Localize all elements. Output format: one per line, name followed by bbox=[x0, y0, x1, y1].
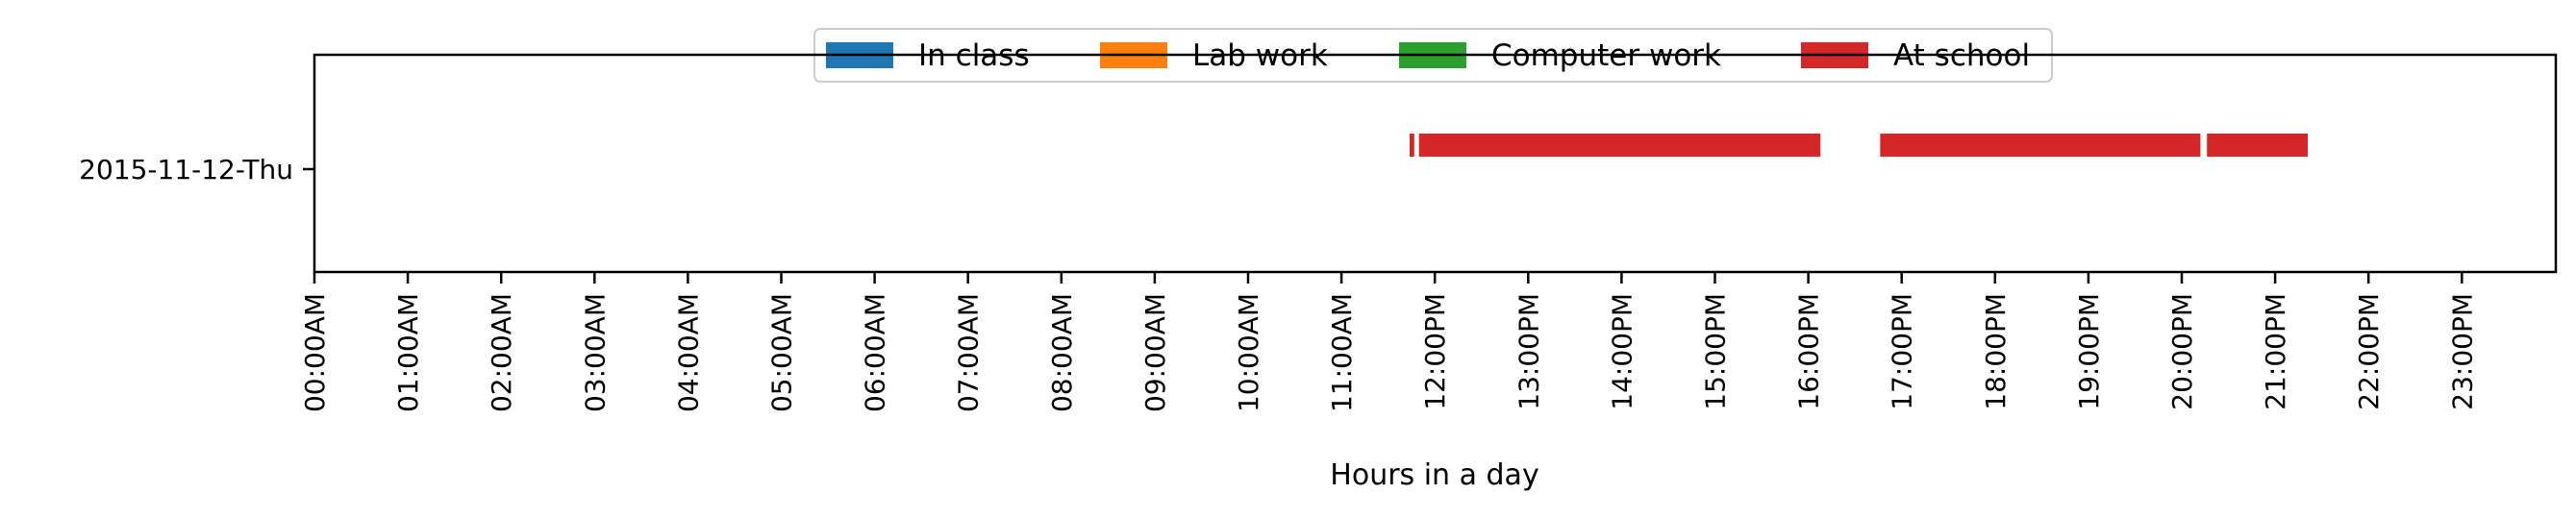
x-tick-label: 12:00PM bbox=[1419, 293, 1451, 410]
x-tick-label: 19:00PM bbox=[2073, 293, 2105, 410]
plot-frame bbox=[313, 53, 2558, 274]
x-axis-label: Hours in a day bbox=[1330, 458, 1538, 492]
x-tick-label: 13:00PM bbox=[1513, 293, 1544, 410]
x-tick-label: 20:00PM bbox=[2166, 293, 2198, 410]
x-tick-label: 15:00PM bbox=[1700, 293, 1732, 410]
x-tick-label: 05:00AM bbox=[766, 293, 798, 412]
bars bbox=[1409, 134, 2309, 157]
x-tick-label: 10:00AM bbox=[1233, 293, 1264, 412]
x-tick-label: 06:00AM bbox=[860, 293, 891, 412]
x-tick-label: 00:00AM bbox=[299, 293, 331, 412]
bar-at-school bbox=[1418, 134, 1821, 157]
x-tick-label: 22:00PM bbox=[2353, 293, 2385, 410]
bar-at-school bbox=[1409, 134, 1414, 157]
bar-at-school bbox=[1880, 134, 2201, 157]
x-tick-label: 21:00PM bbox=[2260, 293, 2291, 410]
x-tick-label: 16:00PM bbox=[1793, 293, 1825, 410]
bar-at-school bbox=[2207, 134, 2309, 157]
x-tick-label: 14:00PM bbox=[1606, 293, 1638, 410]
x-tick-label: 04:00AM bbox=[672, 293, 704, 412]
x-tick-label: 02:00AM bbox=[486, 293, 517, 412]
x-tick-label: 18:00PM bbox=[1980, 293, 2012, 410]
x-tick-label: 08:00AM bbox=[1046, 293, 1078, 412]
x-tick-label: 01:00AM bbox=[392, 293, 424, 412]
x-axis: 00:00AM 01:00AM 02:00AM 03:00AM 04:00AM 05:00… bbox=[299, 272, 2478, 412]
x-tick-label: 03:00AM bbox=[579, 293, 611, 412]
y-axis: 2015-11-12-Thu bbox=[79, 154, 314, 185]
x-tick-label: 23:00PM bbox=[2446, 293, 2478, 410]
x-tick-label: 17:00PM bbox=[1887, 293, 1918, 410]
x-tick-label: 11:00AM bbox=[1326, 293, 1358, 412]
x-tick-label: 09:00AM bbox=[1139, 293, 1171, 412]
x-tick-label: 07:00AM bbox=[953, 293, 985, 412]
y-tick-label: 2015-11-12-Thu bbox=[79, 154, 293, 185]
